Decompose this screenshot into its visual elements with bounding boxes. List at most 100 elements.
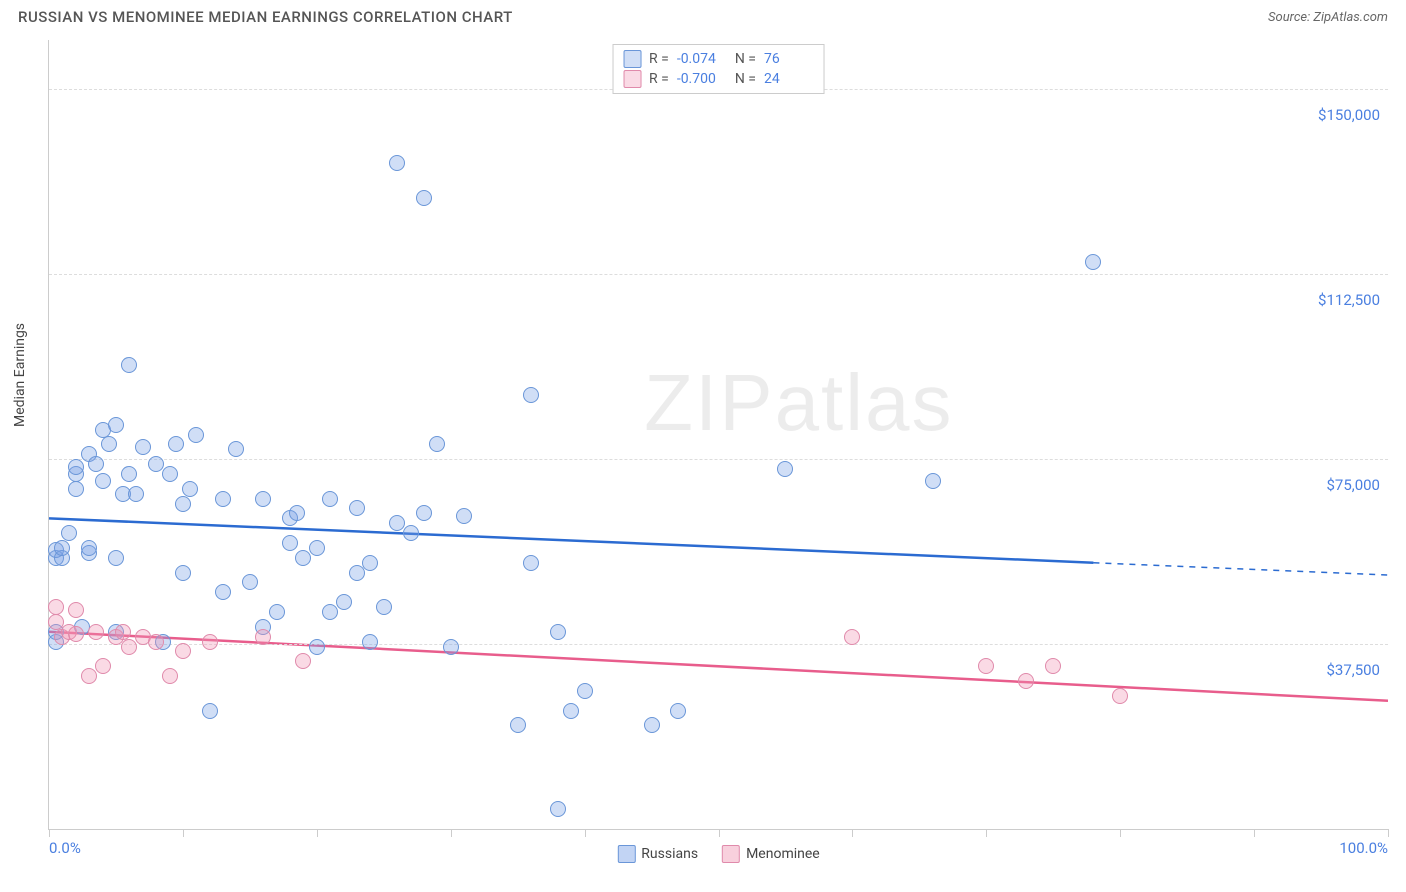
data-point — [456, 508, 472, 524]
data-point — [309, 540, 325, 556]
data-point — [95, 658, 111, 674]
data-point — [202, 703, 218, 719]
data-point — [108, 550, 124, 566]
legend-row: R =-0.700N =24 — [623, 69, 814, 89]
data-point — [403, 525, 419, 541]
data-point — [1085, 254, 1101, 270]
data-point — [215, 584, 231, 600]
x-tick — [49, 829, 50, 837]
data-point — [349, 500, 365, 516]
data-point — [309, 639, 325, 655]
data-point — [429, 436, 445, 452]
x-max-label: 100.0% — [1339, 839, 1388, 857]
data-point — [670, 703, 686, 719]
chart-source: Source: ZipAtlas.com — [1268, 10, 1388, 25]
data-point — [188, 427, 204, 443]
data-point — [68, 602, 84, 618]
x-tick — [852, 829, 853, 837]
y-tick-label: $37,500 — [1326, 661, 1380, 679]
data-point — [289, 505, 305, 521]
data-point — [523, 555, 539, 571]
data-point — [644, 717, 660, 733]
data-point — [88, 624, 104, 640]
data-point — [48, 599, 64, 615]
data-point — [135, 439, 151, 455]
series-legend-item: Russians — [617, 845, 698, 863]
data-point — [925, 473, 941, 489]
data-point — [777, 461, 793, 477]
data-point — [550, 624, 566, 640]
legend-r-label: R = — [649, 51, 669, 67]
data-point — [128, 486, 144, 502]
data-point — [242, 574, 258, 590]
data-point — [336, 594, 352, 610]
x-tick — [1388, 829, 1389, 837]
data-point — [115, 624, 131, 640]
data-point — [148, 634, 164, 650]
data-point — [68, 459, 84, 475]
legend-row: R = -0.074 N = 76 — [623, 49, 814, 69]
gridline — [49, 459, 1388, 460]
x-tick — [719, 829, 720, 837]
data-point — [1112, 688, 1128, 704]
x-min-label: 0.0% — [49, 839, 81, 857]
legend-r-label: R = — [649, 71, 669, 87]
data-point — [269, 604, 285, 620]
y-tick-label: $75,000 — [1326, 476, 1380, 494]
watermark: ZIPatlas — [644, 357, 953, 449]
data-point — [95, 473, 111, 489]
legend-n-label: N = — [735, 71, 756, 87]
data-point — [175, 643, 191, 659]
data-point — [389, 155, 405, 171]
legend-n-value: 76 — [764, 51, 814, 67]
data-point — [563, 703, 579, 719]
data-point — [175, 565, 191, 581]
y-axis-label: Median Earnings — [12, 323, 28, 427]
series-legend: Russians Menominee — [617, 845, 819, 863]
legend-swatch — [617, 845, 635, 863]
data-point — [322, 491, 338, 507]
data-point — [121, 357, 137, 373]
y-tick-label: $150,000 — [1318, 106, 1380, 124]
data-point — [54, 540, 70, 556]
legend-swatch — [623, 50, 641, 68]
data-point — [162, 466, 178, 482]
data-point — [295, 550, 311, 566]
legend-n-label: N = — [735, 51, 756, 67]
trend-lines — [49, 40, 1388, 829]
legend-r-value: -0.700 — [677, 71, 727, 87]
data-point — [202, 634, 218, 650]
data-point — [550, 801, 566, 817]
legend-series-label: Russians — [641, 846, 698, 862]
data-point — [282, 535, 298, 551]
chart-container: Median Earnings R =-0.074N =76R =-0.700N… — [18, 40, 1388, 874]
plot-area: R =-0.074N =76R =-0.700N =24 ZIPatlas Ru… — [48, 40, 1388, 830]
data-point — [295, 653, 311, 669]
data-point — [121, 639, 137, 655]
data-point — [61, 525, 77, 541]
legend-r-value: -0.074 — [677, 51, 727, 67]
data-point — [108, 417, 124, 433]
data-point — [376, 599, 392, 615]
data-point — [844, 629, 860, 645]
data-point — [523, 387, 539, 403]
data-point — [416, 505, 432, 521]
data-point — [349, 565, 365, 581]
gridline — [49, 644, 1388, 645]
data-point — [162, 668, 178, 684]
data-point — [255, 491, 271, 507]
x-tick — [1254, 829, 1255, 837]
x-tick — [1120, 829, 1121, 837]
legend-series-label: Menominee — [746, 846, 820, 862]
data-point — [81, 668, 97, 684]
x-tick — [317, 829, 318, 837]
data-point — [168, 436, 184, 452]
correlation-legend: R =-0.074N =76R =-0.700N =24 — [612, 44, 825, 94]
data-point — [68, 626, 84, 642]
data-point — [362, 555, 378, 571]
data-point — [322, 604, 338, 620]
legend-swatch — [722, 845, 740, 863]
data-point — [255, 629, 271, 645]
data-point — [101, 436, 117, 452]
data-point — [81, 540, 97, 556]
